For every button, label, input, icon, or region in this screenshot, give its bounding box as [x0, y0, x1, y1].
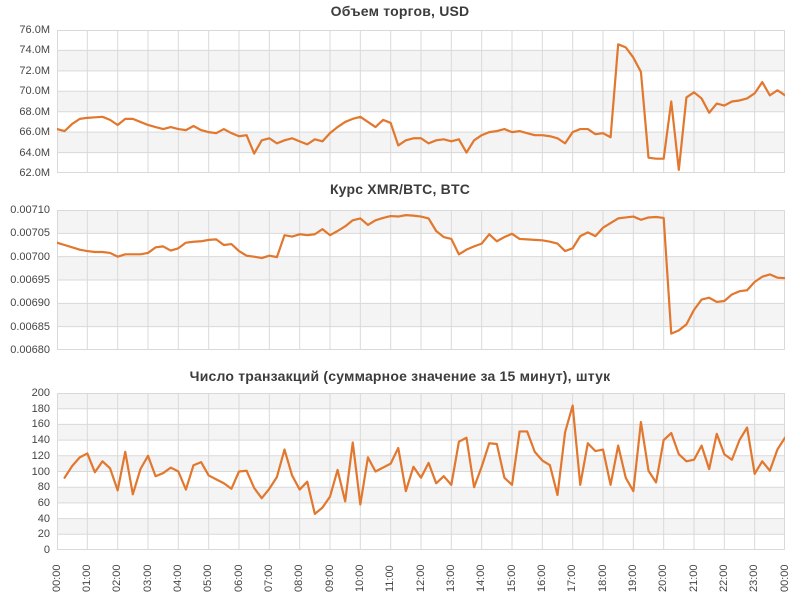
transactions-y-tick: 0 — [43, 544, 50, 556]
transactions-y-tick: 140 — [31, 434, 50, 447]
time-tick-label: 12:00 — [414, 564, 427, 592]
time-tick-label: 08:00 — [293, 564, 306, 592]
time-tick-label: 01:00 — [80, 564, 93, 592]
transactions-y-tick: 120 — [31, 449, 50, 462]
time-tick-label: 21:00 — [687, 564, 700, 592]
volume-chart-title: Объем торгов, USD — [330, 3, 470, 19]
time-tick-label: 19:00 — [626, 564, 639, 592]
time-tick-label: 16:00 — [535, 564, 548, 592]
rate-series-line — [57, 214, 785, 335]
time-tick-label: 17:00 — [566, 564, 579, 592]
time-tick-label: 10:00 — [353, 564, 366, 592]
rate-y-tick: 0.00685 — [10, 320, 50, 333]
transactions-y-tick: 80 — [37, 481, 50, 494]
transactions-y-tick: 20 — [37, 528, 50, 541]
volume-chart-svg — [57, 30, 785, 173]
transactions-y-tick: 160 — [31, 418, 50, 431]
time-tick-label: 02:00 — [111, 564, 124, 592]
time-tick-label: 15:00 — [505, 564, 518, 592]
volume-y-tick: 62.0M — [19, 167, 50, 179]
transactions-series-line — [63, 404, 785, 515]
transactions-chart-svg — [57, 393, 785, 550]
transactions-y-tick: 180 — [31, 402, 50, 415]
time-tick-label: 18:00 — [596, 564, 609, 592]
volume-y-tick: 76.0M — [19, 24, 50, 36]
rate-y-tick: 0.00680 — [10, 344, 50, 356]
time-tick-label: 22:00 — [717, 564, 730, 592]
volume-y-tick: 64.0M — [19, 146, 50, 159]
transactions-y-tick: 60 — [37, 496, 50, 509]
volume-y-tick: 72.0M — [19, 64, 50, 77]
time-tick-label: 14:00 — [475, 564, 488, 592]
time-tick-label: 07:00 — [262, 564, 275, 592]
volume-y-tick: 74.0M — [19, 44, 50, 57]
time-tick-label: 04:00 — [171, 564, 184, 592]
time-tick-label: 13:00 — [444, 564, 457, 592]
volume-y-tick: 70.0M — [19, 85, 50, 98]
time-tick-label: 20:00 — [657, 564, 670, 592]
time-tick-label: 00:00 — [778, 564, 791, 592]
time-tick-label: 03:00 — [141, 564, 154, 592]
transactions-y-tick: 200 — [31, 387, 50, 399]
rate-chart-plot — [57, 210, 785, 350]
volume-series-line — [57, 43, 785, 172]
volume-chart-plot — [57, 30, 785, 173]
volume-y-tick: 66.0M — [19, 126, 50, 139]
rate-y-tick: 0.00695 — [10, 274, 50, 286]
transactions-chart-plot — [57, 393, 785, 550]
time-tick-label: 23:00 — [748, 564, 761, 592]
rate-y-tick: 0.00710 — [10, 204, 50, 216]
volume-y-tick: 68.0M — [19, 105, 50, 118]
transactions-chart-title: Число транзакций (суммарное значение за … — [189, 368, 611, 384]
transactions-y-tick: 100 — [31, 465, 50, 478]
time-tick-label: 11:00 — [384, 565, 397, 592]
time-tick-label: 05:00 — [202, 564, 215, 592]
rate-chart-svg — [57, 210, 785, 350]
time-tick-label: 06:00 — [232, 564, 245, 592]
rate-y-tick: 0.00705 — [10, 227, 50, 240]
rate-y-tick: 0.00690 — [10, 297, 50, 310]
time-tick-label: 00:00 — [50, 564, 63, 592]
time-tick-label: 09:00 — [323, 564, 336, 592]
rate-y-tick: 0.00700 — [10, 250, 50, 263]
transactions-y-tick: 40 — [37, 512, 50, 525]
rate-chart-title: Курс XMR/BTC, BTC — [329, 181, 471, 197]
